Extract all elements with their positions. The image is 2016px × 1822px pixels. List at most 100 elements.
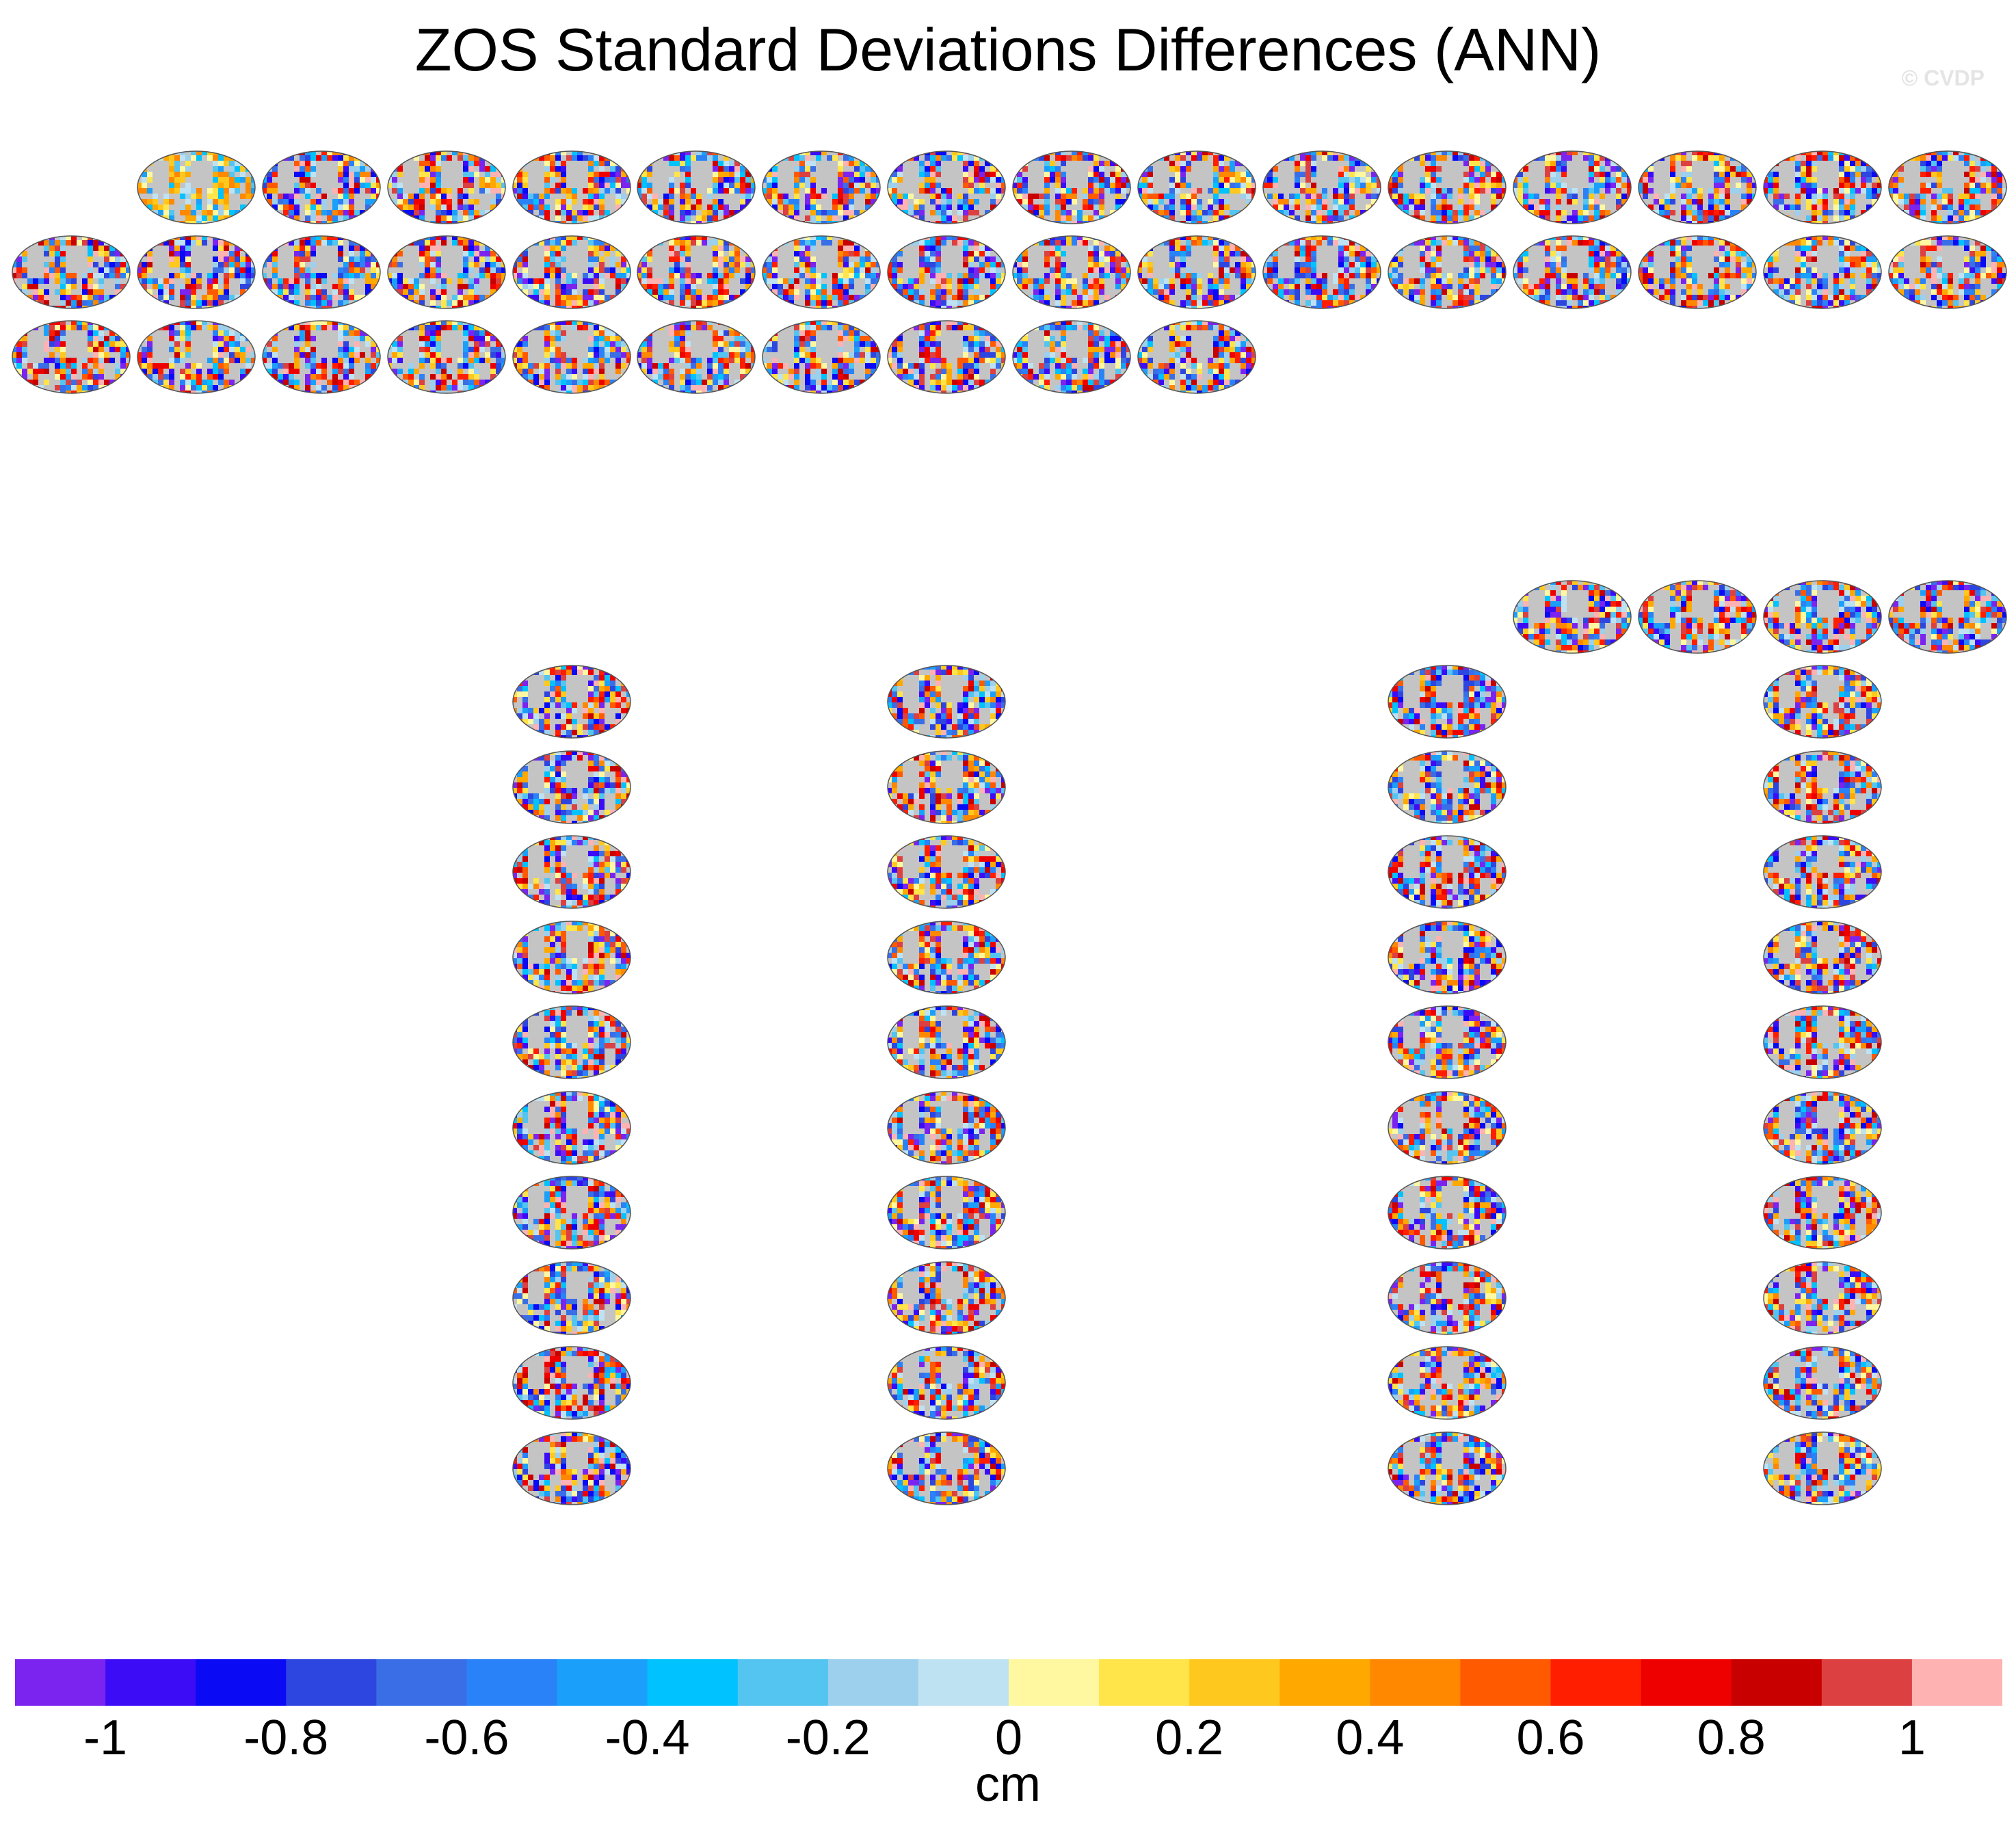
map-panel — [886, 914, 1008, 999]
map-panel — [512, 1425, 633, 1509]
colorbar-tick-label: 0.8 — [1697, 1710, 1766, 1766]
map-panel — [512, 828, 633, 913]
world-map — [1513, 580, 1632, 654]
map-panel — [1762, 1339, 1884, 1424]
map-panel — [886, 144, 1008, 228]
colorbar-tick-label: 0.2 — [1155, 1710, 1223, 1766]
world-map — [887, 1176, 1006, 1250]
map-panel — [1011, 228, 1133, 313]
map-panel — [1762, 1254, 1884, 1339]
map-panel — [512, 1169, 633, 1254]
world-map — [1137, 150, 1256, 224]
world-map — [887, 750, 1006, 824]
colorbar-tick-label: -1 — [83, 1710, 127, 1766]
map-panel — [886, 228, 1008, 313]
colorbar-swatch — [105, 1659, 196, 1706]
map-panel — [761, 144, 883, 228]
map-panel — [1011, 313, 1133, 398]
map-panel — [1137, 313, 1258, 398]
world-map — [1763, 150, 1882, 224]
world-map — [1638, 150, 1757, 224]
map-panel — [886, 1425, 1008, 1509]
world-map — [887, 665, 1006, 739]
world-map — [762, 235, 881, 309]
colorbar-swatch — [1189, 1659, 1280, 1706]
world-map — [512, 1005, 631, 1079]
world-map — [137, 150, 256, 224]
world-map — [1888, 235, 2007, 309]
map-panel — [1011, 144, 1133, 228]
map-panel — [1387, 658, 1509, 743]
colorbar-unit-label: cm — [0, 1756, 2016, 1812]
map-panel — [1762, 743, 1884, 828]
map-panel — [1512, 228, 1634, 313]
world-map — [1763, 580, 1882, 654]
cvdp-watermark: © CVDP — [1902, 66, 1985, 91]
world-map — [887, 1431, 1006, 1505]
colorbar-swatch — [1911, 1659, 2002, 1706]
map-panel — [1887, 144, 2009, 228]
map-panel — [761, 313, 883, 398]
world-map — [1137, 235, 1256, 309]
world-map — [1388, 1176, 1507, 1250]
map-panel — [1387, 914, 1509, 999]
map-panel — [1762, 999, 1884, 1083]
world-map — [1388, 665, 1507, 739]
map-panel — [1387, 1425, 1509, 1509]
world-map — [637, 320, 756, 394]
map-panel — [1762, 1425, 1884, 1509]
world-map — [1638, 235, 1757, 309]
world-map — [887, 235, 1006, 309]
world-map — [12, 320, 131, 394]
map-panel — [512, 1339, 633, 1424]
world-map — [1388, 1090, 1507, 1165]
map-panel — [1762, 228, 1884, 313]
world-map — [1763, 920, 1882, 994]
world-map — [1388, 835, 1507, 909]
world-map — [262, 150, 381, 224]
map-panel — [261, 313, 383, 398]
chart-title: ZOS Standard Deviations Differences (ANN… — [0, 15, 2016, 85]
world-map — [887, 920, 1006, 994]
colorbar-swatch — [827, 1659, 919, 1706]
world-map — [887, 1005, 1006, 1079]
map-panel — [1137, 144, 1258, 228]
colorbar-swatch — [557, 1659, 648, 1706]
map-panel — [886, 999, 1008, 1083]
world-map — [1513, 150, 1632, 224]
world-map — [1763, 750, 1882, 824]
world-map — [512, 1346, 631, 1420]
world-map — [887, 835, 1006, 909]
world-map — [512, 1260, 631, 1335]
colorbar-swatch — [15, 1659, 106, 1706]
map-panel — [1512, 573, 1634, 658]
world-map — [637, 235, 756, 309]
world-map — [1012, 320, 1131, 394]
world-map — [512, 835, 631, 909]
colorbar-swatch — [918, 1659, 1009, 1706]
world-map — [1388, 1431, 1507, 1505]
colorbar-tick-label: -0.8 — [243, 1710, 328, 1766]
world-map — [1763, 1431, 1882, 1505]
map-panel — [886, 828, 1008, 913]
map-panel — [1887, 573, 2009, 658]
world-map — [387, 320, 506, 394]
world-map — [137, 320, 256, 394]
map-panel — [886, 1254, 1008, 1339]
map-panel — [886, 658, 1008, 743]
map-panel — [512, 658, 633, 743]
world-map — [1888, 580, 2007, 654]
world-map — [1763, 665, 1882, 739]
colorbar-swatch — [466, 1659, 558, 1706]
map-panel — [1137, 228, 1258, 313]
map-panel — [512, 1254, 633, 1339]
world-map — [387, 235, 506, 309]
world-map — [887, 320, 1006, 394]
map-panel — [886, 313, 1008, 398]
colorbar — [15, 1659, 2002, 1706]
map-panel — [136, 313, 258, 398]
world-map — [512, 320, 631, 394]
map-panel — [1262, 144, 1383, 228]
map-panel — [512, 1084, 633, 1169]
colorbar-swatch — [1009, 1659, 1100, 1706]
